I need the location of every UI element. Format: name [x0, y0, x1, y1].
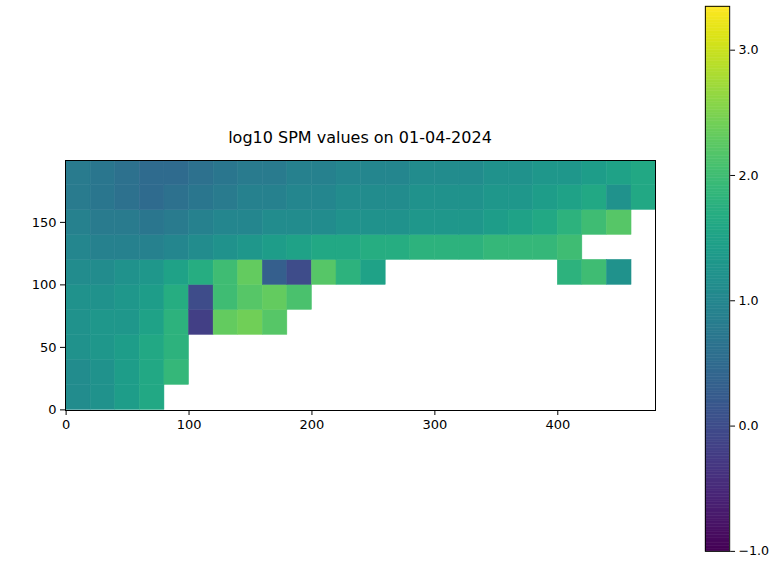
- svg-text:200: 200: [300, 417, 325, 432]
- svg-text:300: 300: [422, 417, 447, 432]
- svg-text:100: 100: [177, 417, 202, 432]
- svg-text:1.0: 1.0: [738, 293, 758, 308]
- svg-text:0: 0: [62, 417, 70, 432]
- svg-text:100: 100: [32, 277, 57, 292]
- svg-text:0.0: 0.0: [738, 418, 758, 433]
- svg-text:50: 50: [40, 340, 57, 355]
- svg-text:400: 400: [545, 417, 570, 432]
- html-text:log10 SPM values on 01-04-2024: log10 SPM values on 01-04-2024: [228, 128, 492, 147]
- svg-text:150: 150: [32, 215, 57, 230]
- svg-text:0: 0: [48, 402, 56, 417]
- svg-text:2.0: 2.0: [738, 168, 758, 183]
- svg-text:−1.0: −1.0: [738, 543, 769, 558]
- svg-text:3.0: 3.0: [738, 42, 758, 57]
